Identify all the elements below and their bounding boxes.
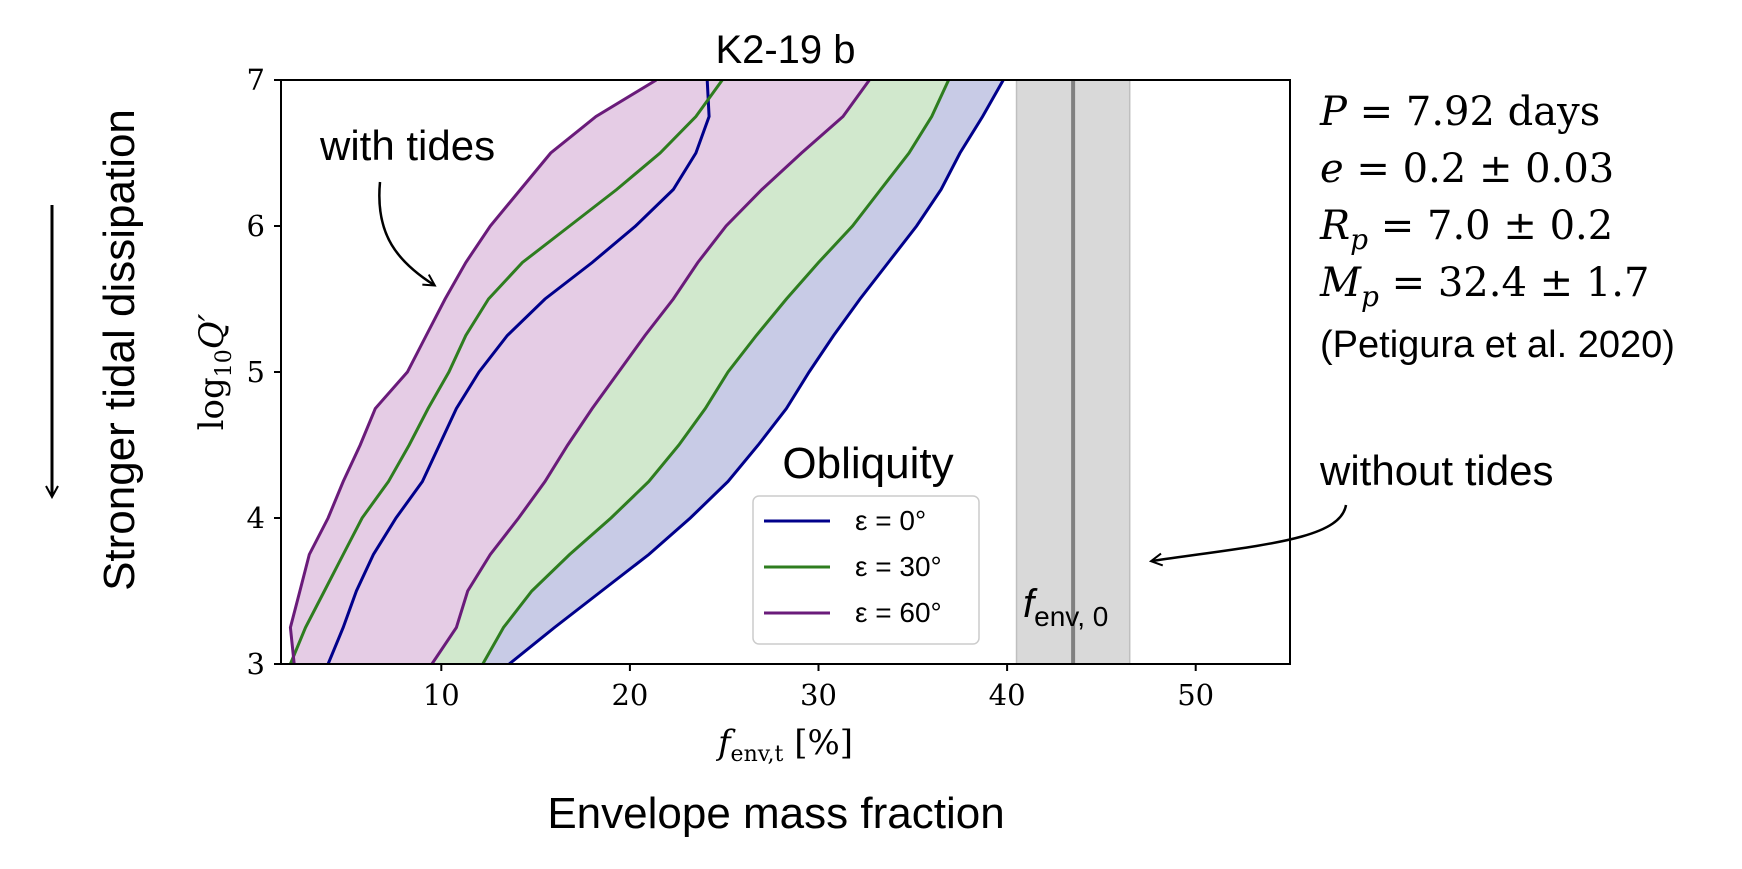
x-tick-label: 30: [800, 678, 837, 712]
x-axis-label: fenv,t [%]: [715, 723, 853, 767]
x-tick-label: 20: [611, 678, 648, 712]
series-1-low-line: [289, 80, 724, 664]
x-axis-label-sub: env,t: [731, 742, 784, 767]
y-tick-label: 4: [247, 501, 265, 535]
param-value: = 7.92 days: [1347, 89, 1600, 135]
param-0: P = 7.92 days: [1319, 89, 1600, 135]
plot-area: [288, 80, 1131, 664]
without-tides-arrow-icon: [1152, 504, 1348, 561]
legend-entry-1: ε = 30°: [855, 551, 942, 582]
param-symbol: e: [1320, 146, 1344, 192]
param-value: = 0.2 ± 0.03: [1344, 146, 1615, 192]
without-tides-label: without tides: [1319, 447, 1553, 494]
param-subscript: p: [1350, 223, 1368, 256]
y-axis-label-q: Q′: [192, 313, 232, 349]
series-1-high-line: [481, 80, 950, 664]
x-outer-label: Envelope mass fraction: [547, 789, 1004, 838]
x-axis-label-unit: [%]: [783, 723, 853, 763]
param-subscript: p: [1361, 280, 1379, 313]
x-tick-label: 50: [1177, 678, 1214, 712]
x-tick-label: 40: [989, 678, 1026, 712]
y-tick-label: 7: [247, 63, 265, 97]
with-tides-arrow-icon: [378, 181, 434, 285]
series-0-low-line: [326, 80, 711, 664]
annotations: Envelope mass fraction Stronger tidal dis…: [52, 89, 1675, 838]
y-outer-label: Stronger tidal dissipation: [95, 109, 144, 591]
y-tick-label: 5: [247, 355, 265, 389]
param-2: Rp = 7.0 ± 0.2: [1319, 203, 1613, 256]
param-symbol: P: [1319, 89, 1348, 135]
legend-title: Obliquity: [782, 439, 953, 488]
y-axis-label-log: log: [192, 377, 232, 430]
series-2-low-line: [288, 80, 658, 664]
f-env0-sub: env, 0: [1034, 601, 1108, 632]
reference-label: (Petigura et al. 2020): [1320, 324, 1675, 366]
legend-box: [752, 495, 980, 645]
x-tick-label: 10: [423, 678, 460, 712]
y-axis-label-sub: 10: [212, 349, 237, 377]
chart-title: K2-19 b: [715, 28, 855, 72]
param-value: = 32.4 ± 1.7: [1379, 260, 1650, 306]
series-2-high-line: [430, 80, 871, 664]
legend-entry-0: ε = 0°: [855, 505, 926, 536]
param-3: Mp = 32.4 ± 1.7: [1319, 260, 1649, 313]
series-0-high-line: [508, 80, 1005, 664]
y-tick-label: 6: [247, 209, 265, 243]
param-1: e = 0.2 ± 0.03: [1320, 146, 1614, 192]
y-tick-label: 3: [247, 647, 265, 681]
with-tides-label: with tides: [319, 122, 495, 169]
param-symbol: M: [1319, 260, 1362, 306]
legend-entry-2: ε = 60°: [855, 597, 942, 628]
legend: Obliquity ε = 0° ε = 30° ε = 60°: [752, 439, 980, 645]
f-env0-label: fenv, 0: [1023, 582, 1108, 632]
param-value: = 7.0 ± 0.2: [1368, 203, 1613, 249]
param-symbol: R: [1319, 203, 1350, 249]
y-axis-label: log10Q′: [192, 313, 237, 430]
